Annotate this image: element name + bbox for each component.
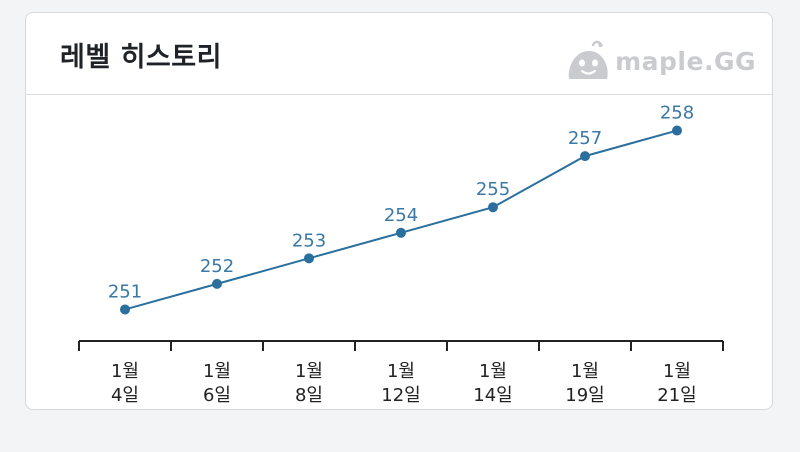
maplegg-logo: maple.GG (565, 39, 756, 83)
data-point (120, 304, 130, 315)
x-tick-label-month: 1월 (203, 361, 231, 382)
data-label: 255 (476, 179, 510, 200)
card-header: 레벨 히스토리 maple.GG (26, 13, 772, 95)
data-point (580, 151, 590, 162)
data-label: 251 (108, 281, 142, 302)
slime-mascot-icon (568, 40, 608, 79)
x-axis (78, 340, 724, 351)
data-point (304, 253, 314, 264)
x-tick-label-month: 1월 (479, 361, 507, 382)
data-label: 252 (200, 256, 234, 277)
data-points (120, 125, 682, 315)
x-tick-label-month: 1월 (663, 361, 691, 382)
x-tick-labels: 1월 4일 1월 6일 1월 8일 1월 12일 1월 14일 1월 19일 1월 21일 (111, 361, 697, 406)
x-tick-label-day: 12일 (381, 385, 420, 406)
data-point (396, 227, 406, 238)
x-tick-label-month: 1월 (571, 361, 599, 382)
x-tick-label-month: 1월 (387, 361, 415, 382)
card-title: 레벨 히스토리 (60, 42, 222, 73)
data-label: 254 (384, 205, 418, 226)
data-labels: 251 252 253 254 255 257 258 (108, 103, 694, 303)
data-label: 258 (660, 103, 694, 124)
data-label: 253 (292, 230, 326, 251)
level-history-card: 레벨 히스토리 maple.GG 251 252 253 254 255 257 258 1… (25, 12, 773, 410)
data-point (488, 202, 498, 213)
x-tick-label-month: 1월 (111, 361, 139, 382)
x-tick-label-day: 14일 (473, 385, 512, 406)
x-tick-label-day: 4일 (111, 385, 139, 406)
data-point (672, 125, 682, 136)
x-tick-label-day: 6일 (203, 385, 231, 406)
x-tick-label-month: 1월 (295, 361, 323, 382)
logo-text: maple.GG (615, 46, 756, 76)
x-tick-label-day: 8일 (295, 385, 323, 406)
x-tick-label-day: 21일 (657, 385, 696, 406)
x-tick-label-day: 19일 (565, 385, 604, 406)
data-point (212, 278, 222, 289)
data-label: 257 (568, 128, 602, 149)
